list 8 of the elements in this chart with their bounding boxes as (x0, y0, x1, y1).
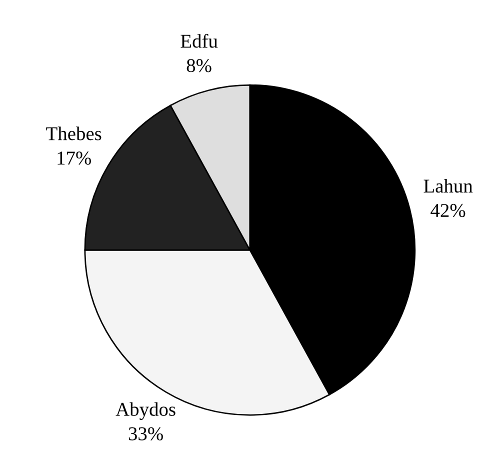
data-label: 17% (58, 152, 91, 165)
slice-label: Abydos (116, 402, 176, 420)
data-label: 42% (430, 204, 466, 218)
data-label: 8% (186, 59, 212, 72)
slice-label: Thebes (46, 126, 102, 140)
slice-label: Lahun (424, 178, 473, 193)
slice-label: Edfu (180, 34, 218, 48)
data-label: 33% (128, 427, 163, 440)
